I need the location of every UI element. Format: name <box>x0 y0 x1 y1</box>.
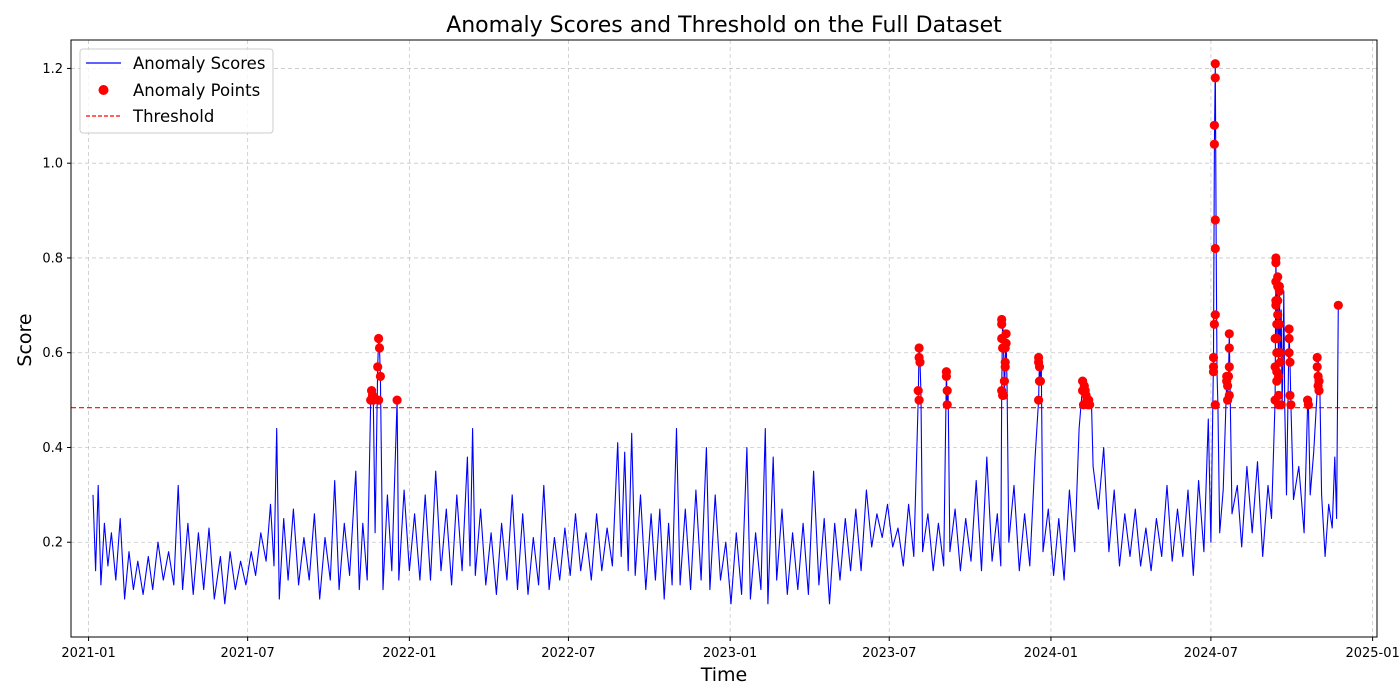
anomaly-point <box>1285 357 1295 367</box>
anomaly-point <box>914 395 924 405</box>
y-tick-label: 1.2 <box>42 62 63 77</box>
anomaly-point <box>1224 343 1234 353</box>
anomaly-point <box>1314 376 1324 386</box>
chart-title: Anomaly Scores and Threshold on the Full… <box>446 13 1002 38</box>
x-tick-label: 2022-01 <box>382 646 436 661</box>
anomaly-point <box>1210 215 1220 225</box>
anomaly-point <box>1223 371 1234 381</box>
anomaly-point <box>1209 120 1219 130</box>
anomaly-point <box>1274 319 1284 329</box>
anomaly-point <box>1209 319 1219 329</box>
anomaly-point <box>1312 362 1322 372</box>
anomaly-scores-line <box>92 63 1339 605</box>
anomaly-point <box>1210 400 1220 410</box>
legend-box <box>79 48 274 134</box>
anomaly-point <box>1286 400 1296 410</box>
anomaly-point <box>374 395 384 405</box>
anomaly-point <box>1273 310 1283 320</box>
line-layer <box>92 63 1339 605</box>
anomaly-point <box>1224 329 1234 339</box>
anomaly-point <box>1276 400 1286 410</box>
x-axis-title: Time <box>700 664 748 686</box>
legend: Anomaly Scores Anomaly Points Threshold <box>79 48 274 134</box>
anomaly-point <box>1273 296 1283 306</box>
x-tick-label: 2025-01 <box>1345 646 1399 661</box>
y-tick-label: 0.2 <box>42 536 63 551</box>
anomaly-point <box>1224 390 1234 400</box>
anomaly-point <box>998 390 1009 400</box>
anomaly-point <box>999 376 1010 386</box>
plot-frame <box>70 39 1378 638</box>
x-axis-ticks: 2021-01 2021-07 2022-01 2022-07 2023-01 2023-… <box>61 637 1400 661</box>
anomaly-point <box>1210 59 1220 69</box>
y-tick-label: 0.4 <box>42 441 63 456</box>
anomaly-points-layer <box>366 59 1343 410</box>
x-tick-label: 2024-01 <box>1024 646 1078 661</box>
anomaly-point <box>1000 343 1010 353</box>
anomaly-point <box>1210 310 1220 320</box>
anomaly-point <box>374 333 384 344</box>
y-axis-ticks: 0.2 0.4 0.6 0.8 1.0 1.2 <box>42 62 71 551</box>
anomaly-point <box>392 395 402 405</box>
y-tick-label: 1.0 <box>42 157 63 172</box>
anomaly-point <box>1000 362 1010 372</box>
anomaly-point <box>1034 362 1045 372</box>
anomaly-point <box>1333 300 1343 310</box>
y-axis-title: Score <box>14 313 36 366</box>
x-tick-label: 2021-07 <box>220 646 274 661</box>
anomaly-point <box>1284 324 1294 334</box>
anomaly-point <box>997 319 1007 329</box>
anomaly-point <box>915 357 925 367</box>
x-tick-label: 2022-07 <box>541 646 595 661</box>
anomaly-point <box>374 343 385 353</box>
anomaly-point <box>1034 395 1044 405</box>
anomaly-point <box>1272 333 1282 344</box>
anomaly-point <box>1314 386 1324 396</box>
anomaly-point <box>1001 329 1011 339</box>
anomaly-point <box>1275 348 1285 358</box>
anomaly-point <box>1210 243 1220 254</box>
y-tick-label: 0.6 <box>42 346 63 361</box>
anomaly-point <box>1085 400 1095 410</box>
anomaly-point <box>1035 376 1045 386</box>
y-tick-label: 0.8 <box>42 251 63 266</box>
anomaly-point <box>941 371 952 381</box>
anomaly-point <box>1210 73 1220 83</box>
anomaly-point <box>942 386 952 396</box>
anomaly-point <box>1274 286 1284 296</box>
x-tick-label: 2024-07 <box>1184 646 1238 661</box>
x-tick-label: 2021-01 <box>61 646 115 661</box>
legend-label-anomaly-scores: Anomaly Scores <box>133 54 265 73</box>
anomaly-point <box>1271 258 1281 268</box>
anomaly-point <box>1208 367 1219 377</box>
anomaly-point <box>913 386 923 396</box>
anomaly-point <box>375 371 385 381</box>
x-tick-label: 2023-01 <box>703 646 757 661</box>
anomaly-point <box>1284 348 1294 358</box>
anomaly-point <box>1284 333 1294 344</box>
legend-label-threshold: Threshold <box>132 107 214 126</box>
grid <box>71 40 1377 637</box>
legend-label-anomaly-points: Anomaly Points <box>133 81 260 100</box>
x-tick-label: 2023-07 <box>862 646 916 661</box>
anomaly-point <box>1303 400 1313 410</box>
anomaly-point <box>1312 352 1322 363</box>
anomaly-point <box>373 362 383 372</box>
legend-point-swatch <box>98 85 109 95</box>
anomaly-point <box>942 400 952 410</box>
anomaly-point <box>1223 381 1233 391</box>
anomaly-point <box>1275 357 1285 367</box>
anomaly-point <box>1209 139 1219 149</box>
anomaly-point <box>914 343 924 353</box>
anomaly-point <box>1208 352 1219 363</box>
anomaly-point <box>1274 390 1284 400</box>
anomaly-point <box>1274 371 1284 381</box>
anomaly-point <box>1285 390 1295 400</box>
anomaly-point <box>1224 362 1234 372</box>
anomaly-point <box>1273 272 1283 282</box>
